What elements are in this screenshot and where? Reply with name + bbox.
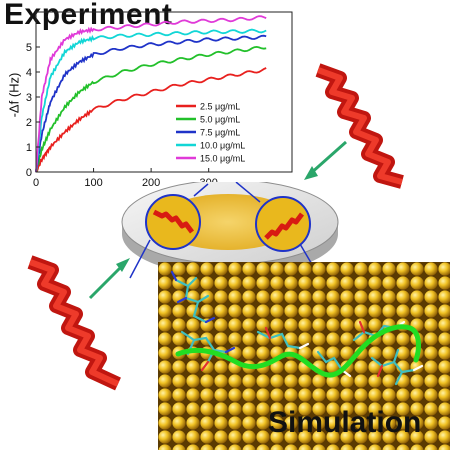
y-tick-label: 4	[26, 67, 32, 79]
series-line-1	[35, 45, 267, 173]
series-line-4	[35, 15, 267, 173]
legend-label: 2.5 μg/mL	[200, 102, 240, 112]
qcm-sensor-disc	[121, 182, 339, 279]
legend-label: 5.0 μg/mL	[200, 115, 240, 125]
legend-label: 15.0 μg/mL	[200, 154, 245, 164]
plot-frame	[35, 11, 293, 173]
y-tick-label: 0	[26, 167, 32, 179]
arrow-left-peptide-to-disc-icon	[88, 258, 130, 300]
peptide-helix-right-icon	[315, 63, 404, 189]
simulation-panel	[158, 262, 450, 450]
y-tick-label: 3	[26, 92, 32, 104]
x-tick-label: 200	[142, 177, 160, 189]
series-line-3	[35, 28, 267, 173]
legend-label: 7.5 μg/mL	[200, 128, 240, 138]
arrow-right-peptide-to-disc-icon	[304, 140, 347, 180]
peptide-helix-left-icon	[27, 255, 121, 391]
experiment-title: Experiment	[4, 0, 173, 31]
y-tick-label: 2	[26, 117, 32, 129]
series-line-2	[35, 34, 267, 173]
legend-label: 10.0 μg/mL	[200, 141, 245, 151]
x-tick-label: 0	[33, 177, 39, 189]
x-tick-label: 100	[84, 177, 102, 189]
y-tick-label: 5	[26, 42, 32, 54]
y-tick-label: 1	[26, 142, 32, 154]
series-line-0	[35, 67, 267, 173]
simulation-title: Simulation	[268, 406, 422, 439]
